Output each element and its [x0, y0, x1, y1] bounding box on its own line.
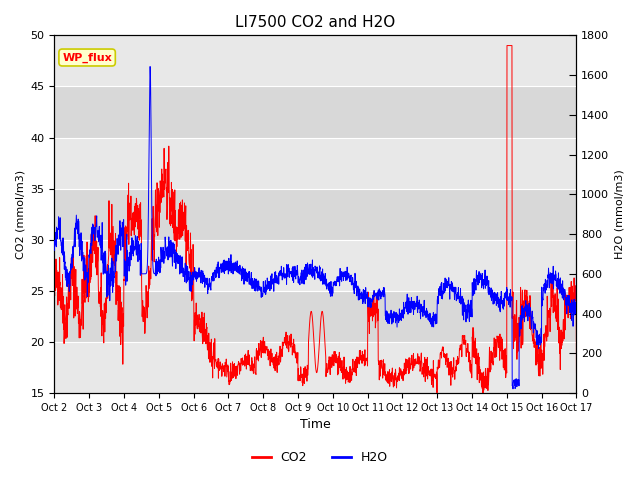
Bar: [54, 291, 577, 342]
Y-axis label: H2O (mmol/m3): H2O (mmol/m3): [615, 169, 625, 259]
X-axis label: Time: Time: [300, 419, 331, 432]
Bar: [54, 189, 577, 240]
Bar: [54, 138, 577, 189]
Text: WP_flux: WP_flux: [62, 52, 112, 63]
Title: LI7500 CO2 and H2O: LI7500 CO2 and H2O: [236, 15, 396, 30]
Bar: [54, 86, 577, 138]
Y-axis label: CO2 (mmol/m3): CO2 (mmol/m3): [15, 169, 25, 259]
Legend: CO2, H2O: CO2, H2O: [247, 446, 393, 469]
Bar: [54, 240, 577, 291]
Bar: [54, 36, 577, 86]
Bar: [54, 342, 577, 393]
